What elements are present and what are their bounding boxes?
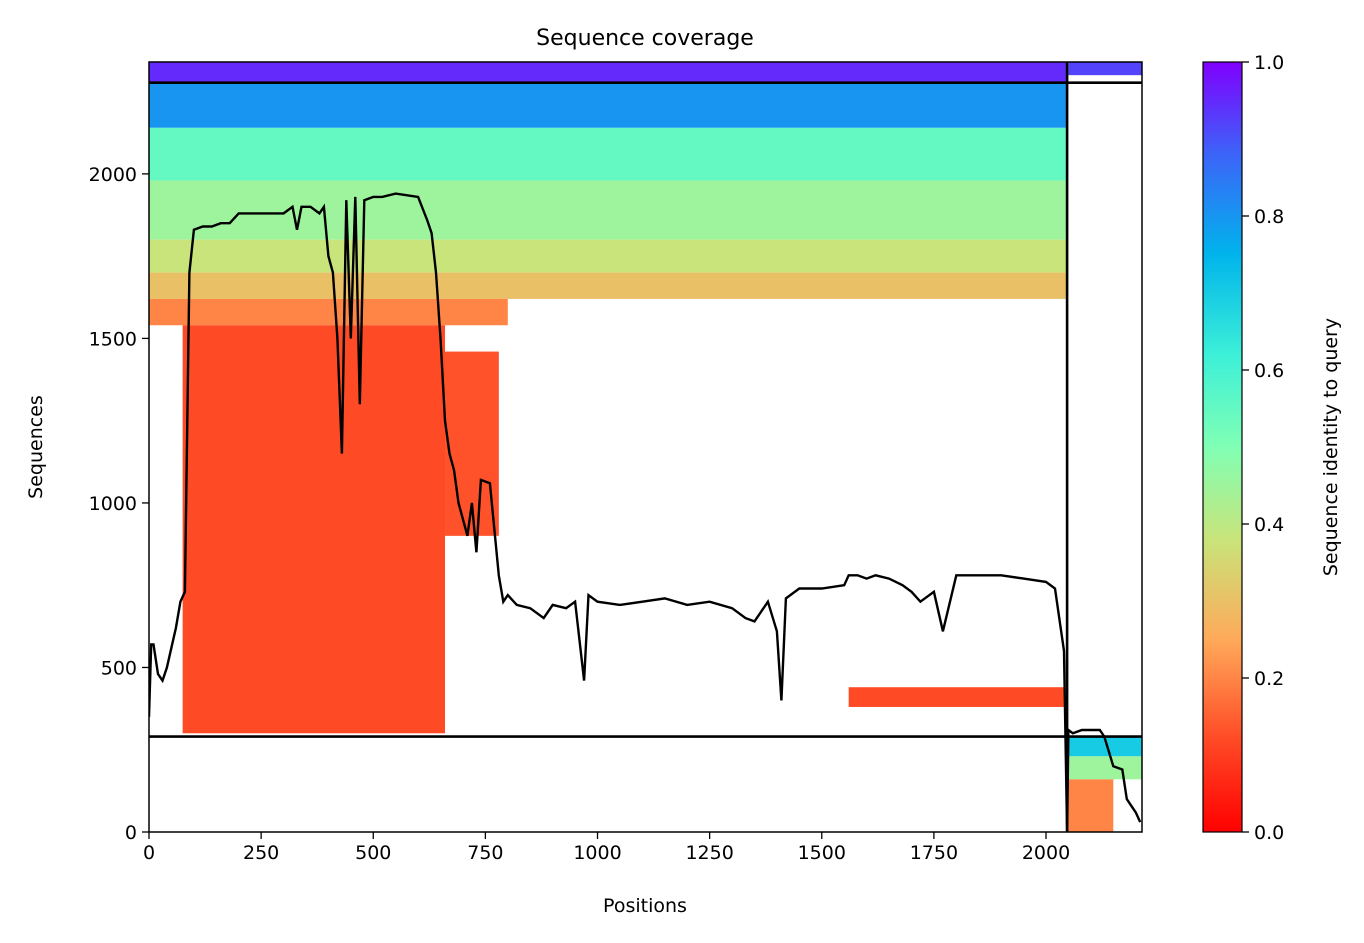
- y-tick-label: 2000: [89, 164, 137, 186]
- colorbar-ticks: 0.0 0.2 0.4 0.6 0.8 1.0: [1242, 52, 1284, 844]
- x-tick-label: 1500: [798, 842, 846, 864]
- colorbar-tick-label: 0.2: [1254, 668, 1284, 690]
- colorbar: [1203, 62, 1242, 832]
- colorbar-tick-label: 1.0: [1254, 52, 1284, 74]
- coverage-block-1: [149, 83, 1067, 128]
- y-tick-label: 1500: [89, 328, 137, 350]
- coverage-heatmap: [149, 62, 1142, 832]
- colorbar-tick-label: 0.6: [1254, 360, 1284, 382]
- y-tick-label: 1000: [89, 493, 137, 515]
- coverage-block-12: [1068, 756, 1142, 779]
- x-tick-label: 0: [143, 842, 155, 864]
- coverage-block-7: [183, 325, 445, 733]
- coverage-block-4: [149, 240, 1067, 273]
- y-tick-label: 500: [101, 657, 137, 679]
- x-tick-label: 750: [467, 842, 503, 864]
- x-tick-label: 1250: [685, 842, 733, 864]
- coverage-block-9: [849, 687, 1064, 707]
- coverage-block-2: [149, 128, 1067, 181]
- colorbar-label: Sequence identity to query: [1320, 318, 1342, 576]
- coverage-block-5: [149, 273, 1067, 299]
- coverage-block-6: [149, 299, 508, 325]
- colorbar-tick-label: 0.8: [1254, 206, 1284, 228]
- x-axis-label: Positions: [603, 895, 687, 917]
- sequence-coverage-chart: Sequence coverage 0 250 500 750 1000 1250 1500…: [0, 0, 1364, 939]
- y-axis-label: Sequences: [25, 395, 47, 499]
- coverage-block-13: [1068, 779, 1113, 832]
- x-tick-label: 500: [355, 842, 391, 864]
- x-tick-label: 250: [243, 842, 279, 864]
- x-tick-label: 2000: [1022, 842, 1070, 864]
- x-tick-label: 1750: [910, 842, 958, 864]
- colorbar-tick-label: 0.4: [1254, 514, 1284, 536]
- chart-svg: Sequence coverage 0 250 500 750 1000 1250 1500…: [0, 0, 1364, 939]
- y-axis-ticks: 0 500 1000 1500 2000: [89, 164, 149, 844]
- colorbar-tick-label: 0.0: [1254, 822, 1284, 844]
- chart-title: Sequence coverage: [536, 26, 754, 51]
- y-tick-label: 0: [125, 822, 137, 844]
- x-axis-ticks: 0 250 500 750 1000 1250 1500 1750 2000: [143, 832, 1070, 864]
- coverage-block-10: [1068, 62, 1142, 75]
- x-tick-label: 1000: [573, 842, 621, 864]
- coverage-block-0: [149, 62, 1067, 83]
